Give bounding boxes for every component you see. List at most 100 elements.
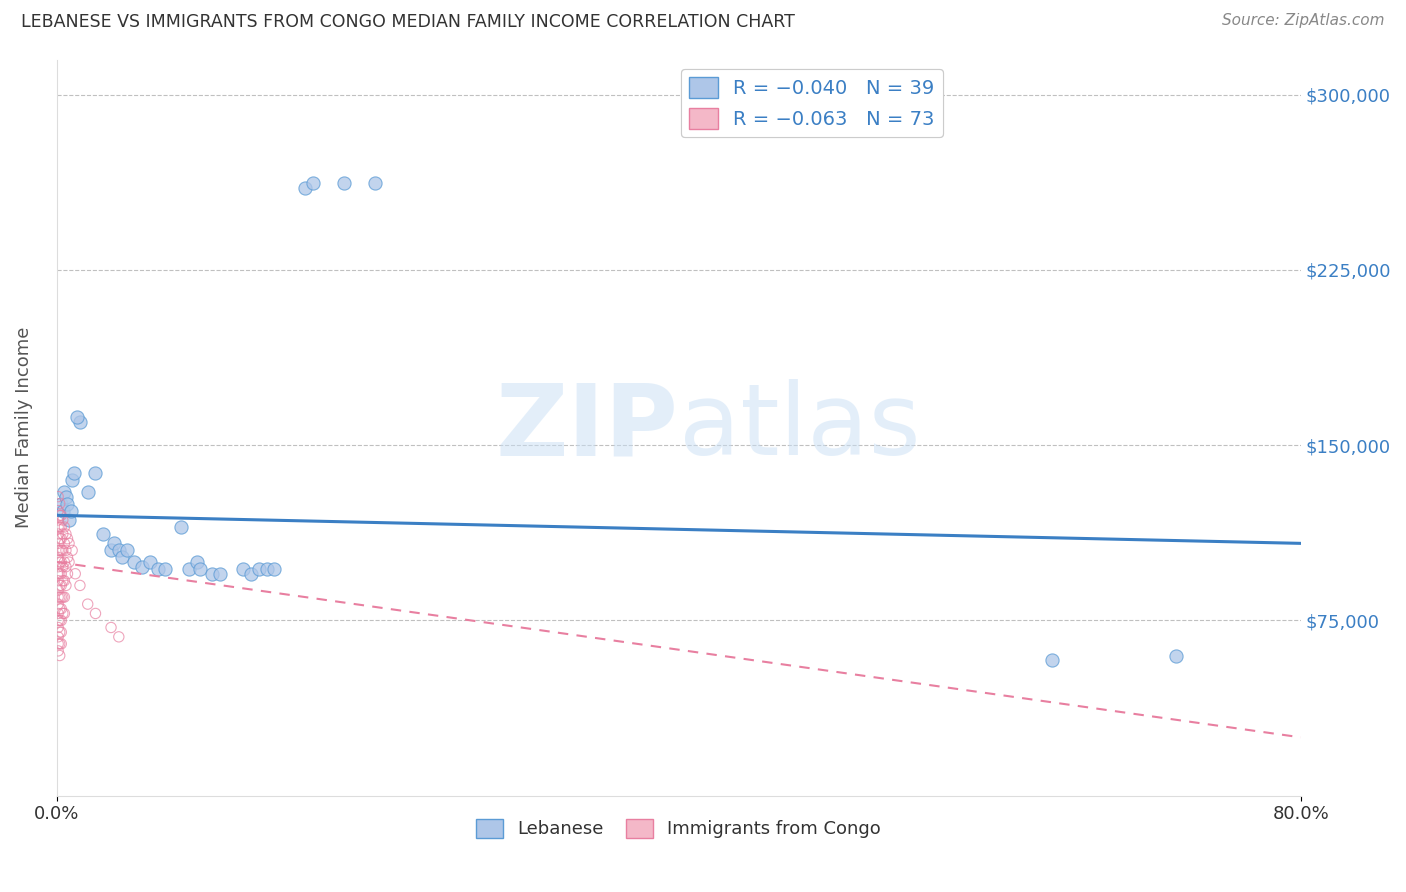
Point bbox=[52, 574, 75, 588]
Point bbox=[84, 607, 107, 621]
Point bbox=[232, 562, 254, 576]
Point bbox=[55, 559, 77, 574]
Point bbox=[46, 503, 69, 517]
Point bbox=[51, 578, 73, 592]
Point bbox=[46, 614, 69, 628]
Point bbox=[55, 578, 77, 592]
Point bbox=[48, 637, 70, 651]
Point bbox=[58, 513, 80, 527]
Point bbox=[52, 607, 75, 621]
Point bbox=[51, 543, 73, 558]
Point bbox=[56, 566, 79, 581]
Point bbox=[84, 467, 107, 481]
Point bbox=[52, 590, 75, 604]
Point bbox=[115, 543, 138, 558]
Point bbox=[201, 566, 224, 581]
Point bbox=[53, 574, 76, 588]
Point bbox=[294, 181, 316, 195]
Point bbox=[208, 566, 231, 581]
Text: atlas: atlas bbox=[679, 379, 921, 476]
Point bbox=[52, 543, 75, 558]
Point bbox=[46, 583, 69, 598]
Point bbox=[100, 543, 122, 558]
Point bbox=[46, 620, 69, 634]
Point bbox=[56, 497, 79, 511]
Point bbox=[139, 555, 162, 569]
Point bbox=[46, 527, 69, 541]
Point bbox=[56, 532, 79, 546]
Point bbox=[51, 637, 73, 651]
Point bbox=[302, 177, 325, 191]
Point bbox=[53, 536, 76, 550]
Point bbox=[100, 620, 122, 634]
Point bbox=[48, 520, 70, 534]
Text: LEBANESE VS IMMIGRANTS FROM CONGO MEDIAN FAMILY INCOME CORRELATION CHART: LEBANESE VS IMMIGRANTS FROM CONGO MEDIAN… bbox=[21, 13, 794, 31]
Point bbox=[1040, 653, 1063, 667]
Text: Source: ZipAtlas.com: Source: ZipAtlas.com bbox=[1222, 13, 1385, 29]
Point bbox=[51, 625, 73, 640]
Point bbox=[48, 497, 70, 511]
Point bbox=[256, 562, 278, 576]
Point bbox=[76, 597, 98, 611]
Point bbox=[46, 566, 69, 581]
Point bbox=[48, 566, 70, 581]
Point bbox=[48, 578, 70, 592]
Point bbox=[48, 602, 70, 616]
Point bbox=[52, 513, 75, 527]
Point bbox=[51, 508, 73, 523]
Point bbox=[46, 513, 69, 527]
Point bbox=[108, 630, 131, 644]
Point bbox=[46, 597, 69, 611]
Point bbox=[48, 543, 70, 558]
Point bbox=[51, 614, 73, 628]
Point bbox=[146, 562, 169, 576]
Point bbox=[76, 485, 98, 500]
Point bbox=[48, 555, 70, 569]
Point bbox=[65, 566, 87, 581]
Point bbox=[56, 550, 79, 565]
Point bbox=[46, 536, 69, 550]
Point bbox=[46, 543, 69, 558]
Point bbox=[60, 543, 83, 558]
Point bbox=[46, 637, 69, 651]
Point bbox=[51, 566, 73, 581]
Point bbox=[46, 559, 69, 574]
Point bbox=[1166, 648, 1188, 663]
Point bbox=[55, 490, 77, 504]
Point bbox=[91, 527, 114, 541]
Point bbox=[46, 490, 69, 504]
Point bbox=[364, 177, 387, 191]
Text: ZIP: ZIP bbox=[496, 379, 679, 476]
Point bbox=[53, 555, 76, 569]
Point bbox=[263, 562, 285, 576]
Point bbox=[240, 566, 263, 581]
Point bbox=[177, 562, 200, 576]
Point bbox=[46, 520, 69, 534]
Point bbox=[124, 555, 146, 569]
Point bbox=[46, 590, 69, 604]
Point bbox=[53, 485, 76, 500]
Point bbox=[51, 590, 73, 604]
Point bbox=[53, 520, 76, 534]
Point bbox=[53, 590, 76, 604]
Legend: R = −0.040   N = 39, R = −0.063   N = 73: R = −0.040 N = 39, R = −0.063 N = 73 bbox=[681, 70, 942, 137]
Point bbox=[48, 532, 70, 546]
Point bbox=[51, 602, 73, 616]
Point bbox=[46, 644, 69, 658]
Point bbox=[69, 415, 91, 429]
Point bbox=[46, 574, 69, 588]
Point bbox=[58, 555, 80, 569]
Point bbox=[58, 536, 80, 550]
Point bbox=[51, 497, 73, 511]
Point bbox=[46, 630, 69, 644]
Point bbox=[111, 550, 134, 565]
Point bbox=[247, 562, 270, 576]
Point bbox=[52, 527, 75, 541]
Point bbox=[55, 543, 77, 558]
Point bbox=[52, 503, 75, 517]
Point bbox=[51, 555, 73, 569]
Point bbox=[52, 559, 75, 574]
Point bbox=[69, 578, 91, 592]
Point bbox=[51, 520, 73, 534]
Point bbox=[60, 473, 83, 487]
